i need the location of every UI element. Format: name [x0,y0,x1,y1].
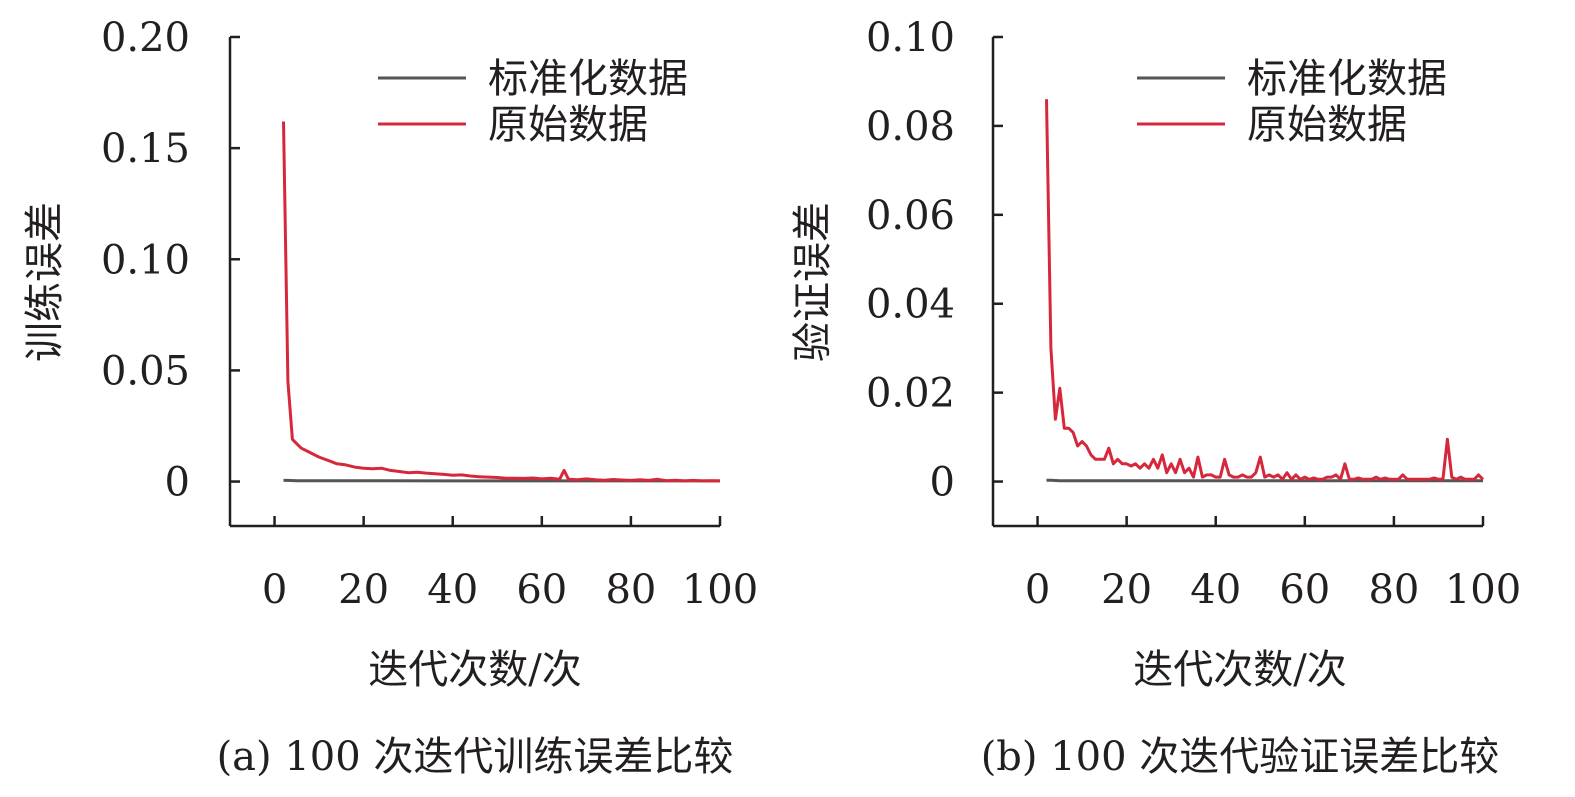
x-tick-label: 100 [682,567,758,613]
panel-caption: (b) 100 次迭代验证误差比较 [981,734,1500,780]
x-axis-label: 迭代次数/次 [1133,647,1346,693]
legend-label: 原始数据 [488,102,648,148]
x-tick-label: 40 [1190,567,1241,613]
y-axis-label: 训练误差 [22,202,68,362]
panel-a: 训练误差 迭代次数/次 (a) 100 次迭代训练误差比较 0 0.05 0.10 0… [22,15,758,780]
y-tick-label: 0.02 [866,371,955,417]
y-tick-label: 0.04 [866,282,955,328]
series-line-raw [282,121,721,483]
x-tick-label: 20 [1101,567,1152,613]
series-line-raw [1045,99,1485,481]
y-tick-label: 0.06 [866,193,955,239]
x-tick-label: 0 [262,567,287,613]
x-tick-label: 20 [338,567,389,613]
legend-label: 标准化数据 [488,56,688,102]
y-tick-label: 0 [930,460,955,506]
y-tick-label: 0.10 [866,15,955,61]
panel-caption: (a) 100 次迭代训练误差比较 [217,734,734,780]
x-tick-label: 40 [427,567,478,613]
legend-label: 标准化数据 [1247,56,1447,102]
y-tick-label: 0.08 [866,104,955,150]
y-tick-label: 0.20 [101,15,190,61]
x-tick-label: 0 [1025,567,1050,613]
legend-label: 原始数据 [1247,102,1407,148]
y-tick-label: 0.15 [101,126,190,172]
x-axis-label: 迭代次数/次 [368,647,581,693]
y-axis-label: 验证误差 [790,202,836,362]
y-tick-label: 0 [165,460,190,506]
x-tick-label: 80 [1368,567,1419,613]
y-tick-label: 0.05 [101,348,190,394]
panel-b: 验证误差 迭代次数/次 (b) 100 次迭代验证误差比较 0 0.02 0.04 0… [790,15,1521,780]
x-tick-label: 80 [605,567,656,613]
x-tick-label: 60 [516,567,567,613]
x-tick-label: 100 [1445,567,1521,613]
y-tick-label: 0.10 [101,237,190,283]
x-tick-label: 60 [1279,567,1330,613]
